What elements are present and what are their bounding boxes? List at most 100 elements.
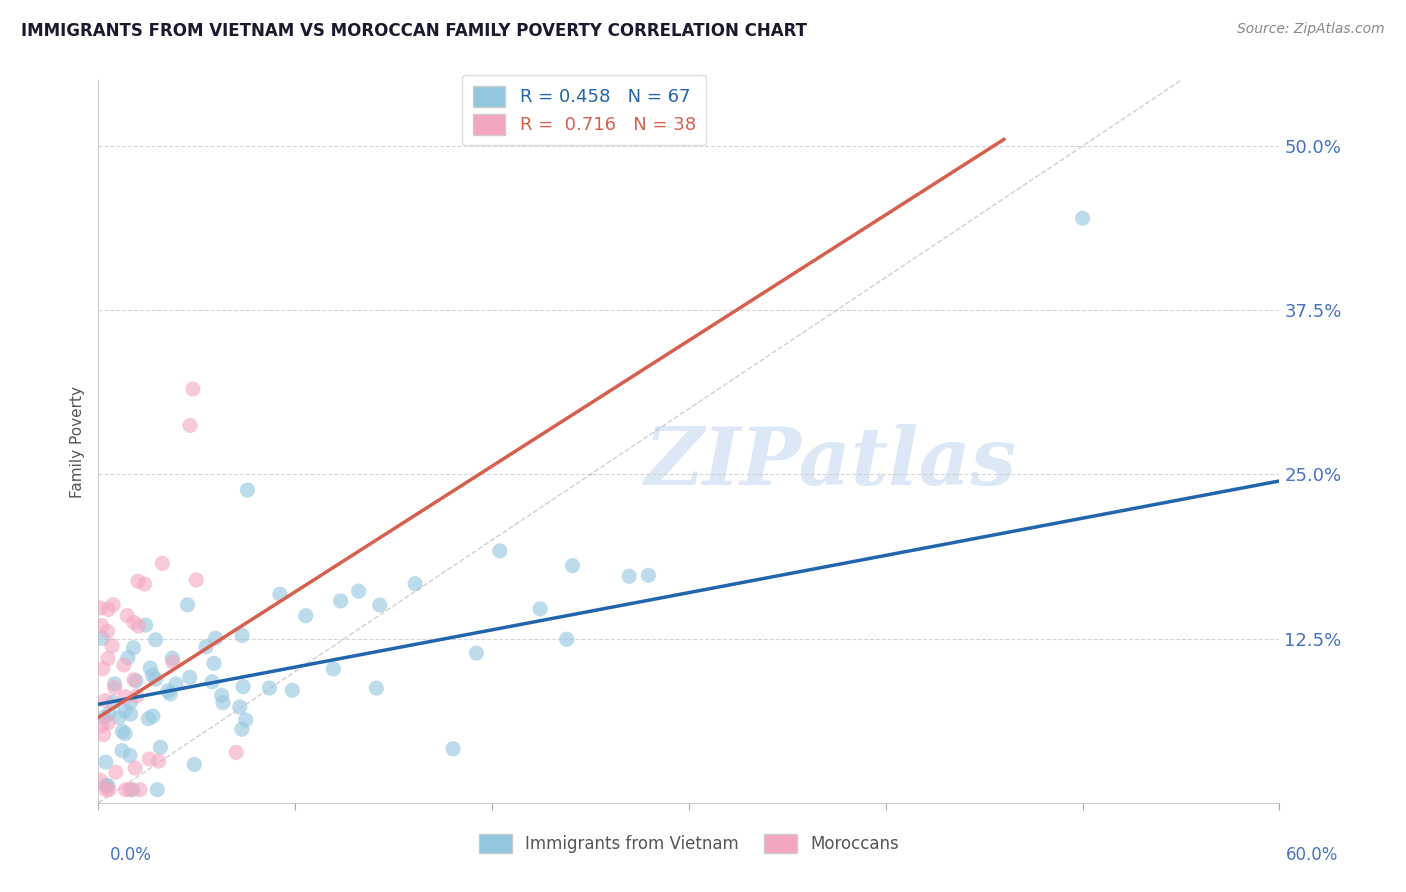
Point bbox=[142, 668, 165, 682]
Point bbox=[94, 755, 117, 769]
Point bbox=[118, 748, 141, 763]
Point bbox=[179, 670, 201, 684]
Point bbox=[94, 782, 117, 797]
Point bbox=[134, 577, 156, 591]
Point bbox=[114, 726, 136, 740]
Point bbox=[94, 693, 117, 707]
Point bbox=[104, 681, 127, 695]
Point bbox=[104, 677, 127, 691]
Point bbox=[150, 557, 173, 571]
Point bbox=[117, 650, 139, 665]
Point bbox=[120, 707, 142, 722]
Point bbox=[404, 576, 426, 591]
Point bbox=[231, 628, 253, 642]
Point bbox=[136, 712, 159, 726]
Point bbox=[183, 757, 205, 772]
Point bbox=[159, 687, 181, 701]
Point bbox=[489, 544, 512, 558]
Point bbox=[165, 677, 187, 691]
Point bbox=[465, 646, 488, 660]
Point bbox=[259, 681, 281, 695]
Point bbox=[347, 584, 370, 599]
Point bbox=[98, 782, 121, 797]
Point bbox=[368, 598, 391, 612]
Point bbox=[619, 569, 641, 583]
Point bbox=[127, 574, 149, 589]
Point bbox=[142, 709, 165, 723]
Point bbox=[97, 715, 120, 730]
Point bbox=[108, 710, 131, 724]
Point bbox=[90, 719, 112, 733]
Point bbox=[294, 608, 316, 623]
Point bbox=[104, 765, 127, 780]
Point bbox=[232, 680, 254, 694]
Point bbox=[114, 782, 136, 797]
Point bbox=[235, 713, 257, 727]
Text: ZIPatlas: ZIPatlas bbox=[644, 425, 1017, 502]
Point bbox=[97, 779, 120, 793]
Point bbox=[146, 782, 169, 797]
Point bbox=[124, 761, 146, 775]
Point bbox=[269, 587, 291, 601]
Point bbox=[101, 696, 124, 710]
Point bbox=[195, 640, 218, 654]
Point bbox=[176, 598, 198, 612]
Text: IMMIGRANTS FROM VIETNAM VS MOROCCAN FAMILY POVERTY CORRELATION CHART: IMMIGRANTS FROM VIETNAM VS MOROCCAN FAMI… bbox=[21, 22, 807, 40]
Legend: Immigrants from Vietnam, Moroccans: Immigrants from Vietnam, Moroccans bbox=[472, 827, 905, 860]
Point bbox=[93, 727, 115, 741]
Point bbox=[366, 681, 388, 695]
Point bbox=[561, 558, 583, 573]
Point bbox=[114, 704, 136, 718]
Point bbox=[1071, 211, 1094, 226]
Point bbox=[122, 640, 145, 655]
Point bbox=[121, 782, 143, 797]
Point bbox=[181, 382, 204, 396]
Text: 60.0%: 60.0% bbox=[1286, 846, 1339, 863]
Point bbox=[202, 657, 225, 671]
Text: 0.0%: 0.0% bbox=[110, 846, 152, 863]
Point bbox=[120, 695, 142, 709]
Point bbox=[120, 782, 142, 797]
Y-axis label: Family Poverty: Family Poverty bbox=[70, 385, 86, 498]
Point bbox=[115, 608, 138, 623]
Point bbox=[637, 568, 659, 582]
Point bbox=[89, 773, 111, 788]
Point bbox=[122, 615, 145, 630]
Point bbox=[145, 673, 167, 687]
Point bbox=[204, 632, 226, 646]
Point bbox=[97, 602, 120, 616]
Point bbox=[128, 619, 150, 633]
Point bbox=[529, 602, 551, 616]
Point bbox=[201, 674, 224, 689]
Point bbox=[212, 696, 235, 710]
Point bbox=[103, 598, 125, 612]
Point bbox=[281, 683, 304, 698]
Point bbox=[135, 618, 157, 632]
Point bbox=[111, 743, 134, 757]
Point bbox=[90, 618, 112, 632]
Point bbox=[179, 418, 201, 433]
Point bbox=[329, 594, 352, 608]
Point bbox=[162, 655, 184, 669]
Point bbox=[139, 661, 162, 675]
Point bbox=[129, 782, 152, 797]
Point bbox=[555, 632, 578, 647]
Point bbox=[162, 651, 184, 665]
Point bbox=[211, 688, 233, 702]
Point bbox=[91, 632, 114, 646]
Point bbox=[149, 740, 172, 755]
Point bbox=[231, 722, 253, 736]
Point bbox=[114, 690, 136, 704]
Point bbox=[145, 632, 167, 647]
Point bbox=[91, 662, 114, 676]
Text: Source: ZipAtlas.com: Source: ZipAtlas.com bbox=[1237, 22, 1385, 37]
Point bbox=[96, 624, 118, 639]
Point bbox=[225, 746, 247, 760]
Point bbox=[98, 706, 121, 721]
Point bbox=[156, 684, 179, 698]
Point bbox=[125, 673, 148, 688]
Point bbox=[138, 752, 160, 766]
Point bbox=[97, 651, 120, 665]
Point bbox=[148, 754, 170, 768]
Point bbox=[229, 700, 252, 714]
